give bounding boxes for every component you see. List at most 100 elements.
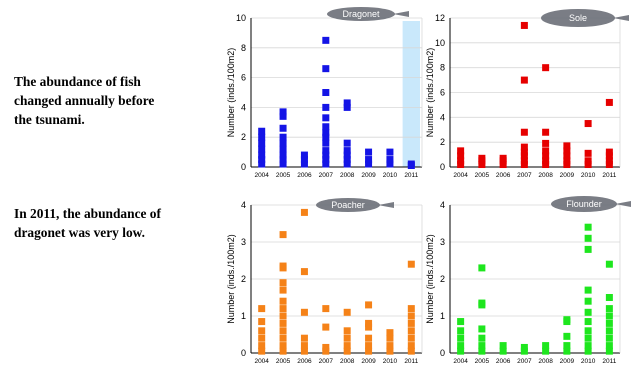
- sole-xtick-label: 2011: [602, 172, 616, 179]
- dragonet-data-point: [300, 151, 308, 159]
- poacher-data-point: [279, 262, 287, 270]
- poacher-ytick-label: 1: [241, 311, 246, 321]
- sole-data-point: [542, 152, 550, 160]
- dragonet-y-axis-label: Number (inds./100m2): [226, 48, 236, 138]
- flounder-xtick-label: 2008: [538, 358, 553, 365]
- chart-dragonet: 0 2 4 6 8 10 2004 2005 2006 2007 2008 2009 2010 2011 N…: [226, 7, 423, 179]
- flounder-data-point: [563, 316, 571, 324]
- dragonet-ytick-label: 10: [236, 13, 246, 23]
- dragonet-data-point: [322, 156, 330, 164]
- dragonet-data-point: [407, 160, 415, 168]
- flounder-data-point: [520, 347, 528, 355]
- poacher-data-point: [407, 342, 415, 350]
- poacher-data-point: [386, 347, 394, 355]
- chart-sole: 0 2 4 6 8 10 12 2004 2005 2006 2007 2008 2009 2010 201…: [425, 9, 629, 179]
- poacher-data-point: [343, 308, 351, 316]
- dragonet-fish-tail: [393, 11, 409, 17]
- sole-ytick-label: 4: [440, 112, 445, 122]
- poacher-data-point: [343, 347, 351, 355]
- dragonet-data-point: [365, 148, 373, 156]
- poacher-data-point: [343, 327, 351, 335]
- dragonet-highlight-2011: [402, 21, 420, 167]
- sole-xtick-label: 2005: [475, 172, 490, 179]
- flounder-data-point: [605, 347, 613, 355]
- dragonet-data-point: [300, 160, 308, 168]
- sole-data-point: [563, 157, 571, 165]
- poacher-data-point: [279, 312, 287, 320]
- poacher-data-point: [258, 347, 266, 355]
- poacher-data-point: [279, 342, 287, 350]
- dragonet-data-point: [343, 156, 351, 164]
- dragonet-data-point: [386, 160, 394, 168]
- poacher-data-point: [258, 305, 266, 313]
- sole-data-point: [520, 143, 528, 151]
- flounder-data-point: [499, 342, 507, 350]
- flounder-data-point: [605, 305, 613, 313]
- flounder-xtick-label: 2011: [602, 358, 616, 365]
- poacher-data-point: [322, 347, 330, 355]
- poacher-ytick-label: 3: [241, 237, 246, 247]
- sole-data-point: [499, 161, 507, 169]
- flounder-data-point: [542, 342, 550, 350]
- poacher-data-point: [407, 305, 415, 313]
- flounder-xtick-label: 2004: [453, 358, 468, 365]
- dragonet-data-point: [343, 151, 351, 159]
- dragonet-xtick-label: 2006: [297, 172, 312, 179]
- flounder-data-point: [478, 299, 486, 307]
- sole-data-point: [605, 161, 613, 169]
- flounder-data-point: [605, 260, 613, 268]
- dragonet-data-point: [258, 160, 266, 168]
- dragonet-data-point: [386, 148, 394, 156]
- flounder-data-point: [542, 347, 550, 355]
- chart-flounder: 0 1 2 3 4 2004 2005 2006 2007 2008 2009 2010 2011 Num…: [425, 196, 631, 365]
- sole-ytick-label: 10: [435, 38, 445, 48]
- sole-data-point: [563, 142, 571, 150]
- flounder-data-point: [457, 327, 465, 335]
- flounder-data-point: [584, 234, 592, 242]
- poacher-data-point: [407, 347, 415, 355]
- flounder-fish-tail: [615, 201, 631, 207]
- sole-data-point: [542, 147, 550, 155]
- poacher-y-axis-label: Number (inds./100m2): [226, 234, 236, 324]
- poacher-data-point: [258, 318, 266, 326]
- flounder-data-point: [499, 347, 507, 355]
- poacher-data-point: [279, 286, 287, 294]
- flounder-data-point: [478, 334, 486, 342]
- poacher-xtick-label: 2010: [383, 358, 398, 365]
- poacher-data-point: [407, 334, 415, 342]
- dragonet-data-point: [365, 156, 373, 164]
- poacher-data-point: [300, 268, 308, 276]
- dragonet-data-point: [365, 160, 373, 168]
- sole-data-point: [605, 157, 613, 165]
- sole-data-point: [605, 148, 613, 156]
- flounder-data-point: [584, 245, 592, 253]
- dragonet-data-point: [343, 99, 351, 107]
- dragonet-data-point: [322, 103, 330, 111]
- sole-data-point: [563, 161, 571, 169]
- sole-ytick-label: 0: [440, 162, 445, 172]
- dragonet-data-point: [322, 123, 330, 131]
- dragonet-ytick-label: 6: [241, 73, 246, 83]
- sole-xtick-label: 2004: [453, 172, 468, 179]
- poacher-data-point: [407, 319, 415, 327]
- poacher-xtick-label: 2006: [297, 358, 312, 365]
- dragonet-data-point: [279, 151, 287, 159]
- dragonet-xtick-label: 2004: [254, 172, 269, 179]
- sole-data-point: [542, 64, 550, 72]
- sole-data-point: [478, 161, 486, 169]
- poacher-data-point: [386, 329, 394, 337]
- dragonet-data-point: [279, 133, 287, 141]
- dragonet-data-point: [322, 129, 330, 137]
- poacher-ytick-label: 0: [241, 348, 246, 358]
- flounder-xtick-label: 2007: [517, 358, 532, 365]
- flounder-data-point: [605, 327, 613, 335]
- poacher-data-point: [386, 334, 394, 342]
- poacher-data-point: [258, 327, 266, 335]
- poacher-data-point: [386, 342, 394, 350]
- dragonet-data-point: [322, 114, 330, 122]
- poacher-data-point: [279, 334, 287, 342]
- flounder-data-point: [563, 347, 571, 355]
- sole-data-point: [520, 148, 528, 156]
- dragonet-data-point: [279, 108, 287, 116]
- poacher-data-point: [365, 347, 373, 355]
